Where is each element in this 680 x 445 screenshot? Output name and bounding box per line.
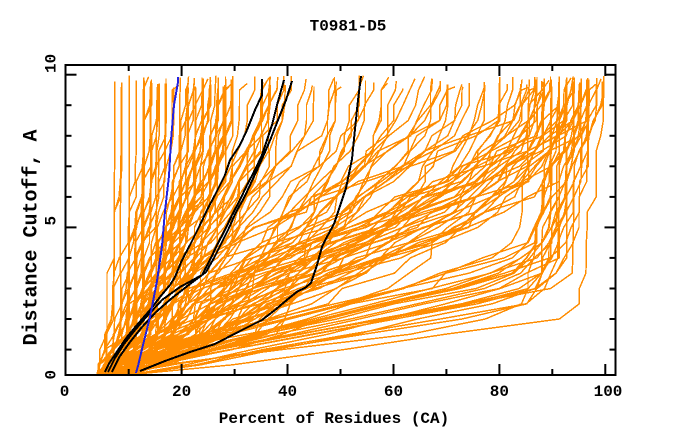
- svg-text:10: 10: [43, 54, 61, 73]
- svg-text:40: 40: [278, 383, 297, 401]
- svg-text:Distance Cutoff, A: Distance Cutoff, A: [21, 129, 44, 345]
- svg-text:0: 0: [43, 370, 61, 380]
- svg-text:100: 100: [594, 383, 623, 401]
- svg-text:5: 5: [43, 216, 61, 226]
- svg-text:T0981-D5: T0981-D5: [310, 18, 387, 36]
- svg-text:60: 60: [384, 383, 403, 401]
- svg-text:Percent of Residues (CA): Percent of Residues (CA): [219, 410, 449, 428]
- svg-text:0: 0: [60, 383, 70, 401]
- svg-text:80: 80: [490, 383, 509, 401]
- svg-text:20: 20: [172, 383, 191, 401]
